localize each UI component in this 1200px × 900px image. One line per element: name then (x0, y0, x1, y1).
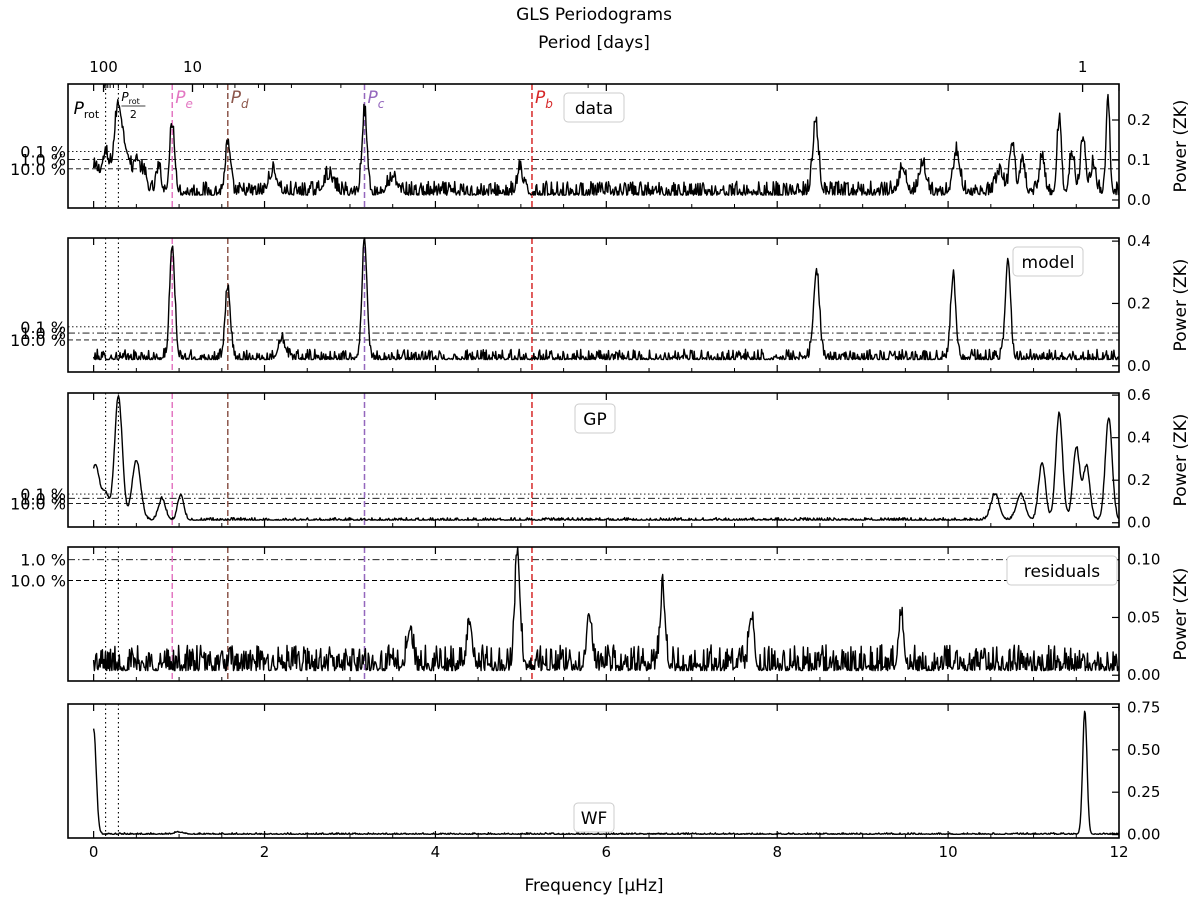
panel-data: 0.1 %1.0 %10.0 % Pe Pd Pc Pb Prot Prot 2 0.0 0.1 0… (10, 83, 1191, 209)
panel-residuals: 1.0 % 10.0 % 0.00 0.05 0.10 Power (ZK) residua… (10, 546, 1191, 684)
y-tick-label: 0.0 (1127, 191, 1151, 209)
y-tick-label: 0.2 (1127, 294, 1151, 312)
x-tick-label: 0 (89, 843, 99, 861)
panel-frame (67, 83, 1120, 209)
x-tick-label: 8 (772, 843, 782, 861)
y-axis-label: Power (ZK) (1171, 414, 1191, 507)
top-tick-label: 1 (1078, 58, 1088, 76)
y-tick-label: 0.2 (1127, 471, 1151, 489)
panel-label-box (574, 403, 616, 434)
y-tick-label: 0.4 (1127, 429, 1151, 447)
top-tick-label: 100 (89, 58, 118, 76)
fap-label: 1.0 % (20, 489, 66, 508)
y-tick-label: 0.0 (1127, 514, 1151, 532)
x-tick-label: 10 (939, 843, 958, 861)
planet-label-e: Pe (175, 88, 193, 111)
panel-label: WF (581, 809, 608, 829)
y-tick-label: 0.25 (1127, 783, 1160, 801)
top-axis-label: Period [days] (538, 33, 650, 53)
y-tick-label: 0.2 (1127, 111, 1151, 129)
y-tick-label: 0.0 (1127, 357, 1151, 375)
y-tick-label: 0.4 (1127, 232, 1151, 250)
fap-label: 0.1 % (20, 485, 66, 504)
panel-frame (67, 703, 1120, 839)
rotation-label: Prot (74, 99, 100, 121)
panel-label-box (563, 92, 625, 123)
y-tick-label: 0.1 (1127, 151, 1151, 169)
periodogram-curve-data (92, 93, 1120, 196)
half-rotation-denominator: 2 (130, 108, 137, 121)
fap-label: 10.0 % (10, 331, 66, 350)
panels: 0.1 %1.0 %10.0 %Pe Pd Pc PbProtProt20.00.10… (10, 83, 1191, 861)
panel-label: data (575, 99, 613, 119)
y-tick-label: 0.75 (1127, 698, 1160, 716)
panel-label-box (573, 802, 615, 833)
panel-label: GP (583, 410, 606, 430)
planet-label-b: Pb (535, 88, 553, 111)
x-axis-label: Frequency [μHz] (524, 876, 663, 896)
y-axis-label: Power (ZK) (1171, 259, 1191, 352)
panel-label-box (1012, 246, 1084, 277)
y-tick-label: 0.6 (1127, 386, 1151, 404)
panel-frame (67, 237, 1120, 373)
figure-title: GLS Periodograms (516, 5, 672, 25)
y-tick-label: 0.05 (1127, 608, 1160, 626)
y-axis-label: Power (ZK) (1171, 568, 1191, 661)
planet-label-d: Pd (231, 88, 249, 111)
panel-wf: 0 2 4 6 8 10 120.00 0.25 0.50 0.75 WF (67, 698, 1160, 861)
panel-frame (67, 546, 1120, 682)
y-tick-label: 0.00 (1127, 666, 1160, 684)
panel-label-box (1006, 555, 1118, 586)
y-tick-label: 0.00 (1127, 826, 1160, 844)
panel-gp: 0.1 %1.0 %10.0 % 0.0 0.2 0.4 0.6 Power (ZK) GP (10, 386, 1191, 532)
y-axis-label: Power (ZK) (1171, 100, 1191, 193)
periodogram-curve-model (92, 237, 1120, 361)
x-tick-label: 12 (1109, 843, 1128, 861)
y-tick-label: 0.50 (1127, 741, 1160, 759)
fap-label: 1.0 % (20, 151, 66, 170)
x-tick-label: 4 (431, 843, 441, 861)
panel-label: model (1022, 253, 1075, 273)
top-axis-ticks: 100 10 1 (89, 58, 1087, 92)
panel-frame (67, 392, 1120, 528)
x-tick-label: 2 (260, 843, 270, 861)
fap-label: 1.0 % (20, 551, 66, 570)
periodogram-curve-residuals (92, 546, 1120, 672)
x-tick-label: 6 (602, 843, 612, 861)
fap-label: 1.0 % (20, 324, 66, 343)
planet-label-c: Pc (368, 88, 385, 111)
fap-label: 10.0 % (10, 495, 66, 514)
panel-model: 0.1 %1.0 %10.0 % 0.0 0.2 0.4 Power (ZK) model (10, 232, 1191, 375)
fap-label: 10.0 % (10, 160, 66, 179)
fap-label: 10.0 % (10, 572, 66, 591)
top-tick-label: 10 (183, 58, 202, 76)
fap-label: 0.1 % (20, 318, 66, 337)
y-tick-label: 0.10 (1127, 551, 1160, 569)
panel-label: residuals (1024, 562, 1100, 582)
fap-label: 0.1 % (20, 143, 66, 162)
half-rotation-label: Prot (121, 90, 139, 106)
